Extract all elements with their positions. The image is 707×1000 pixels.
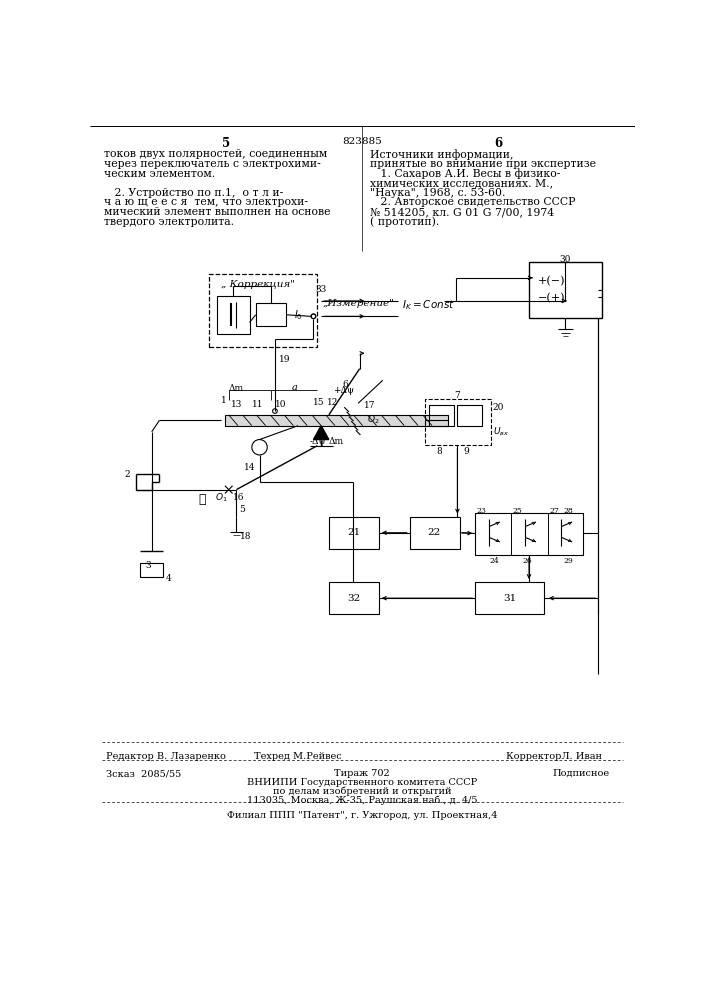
Text: 7: 7 <box>455 391 460 400</box>
Text: −(+): −(+) <box>538 293 566 304</box>
Text: 30: 30 <box>559 255 571 264</box>
Text: 27: 27 <box>549 507 559 515</box>
Text: Техред М.Рейвес: Техред М.Рейвес <box>255 752 342 761</box>
Text: 23: 23 <box>477 507 486 515</box>
Text: ч а ю щ е е с я  тем, что электрохи-: ч а ю щ е е с я тем, что электрохи- <box>104 197 308 207</box>
Text: 22: 22 <box>428 528 441 537</box>
Text: КорректорЛ. Иван: КорректорЛ. Иван <box>506 752 602 761</box>
Text: Зсказ  2085/55: Зсказ 2085/55 <box>105 769 181 778</box>
Text: Тираж 702: Тираж 702 <box>334 769 390 778</box>
Text: 21: 21 <box>347 528 360 537</box>
Text: „ Коррекция": „ Коррекция" <box>221 280 295 289</box>
Text: 10: 10 <box>275 400 286 409</box>
Bar <box>209 274 317 347</box>
Text: „Измерение": „Измерение" <box>322 299 395 308</box>
Text: 29: 29 <box>563 557 573 565</box>
Text: ( прототип).: ( прототип). <box>370 217 439 227</box>
Text: 5: 5 <box>239 505 245 514</box>
Bar <box>425 399 491 445</box>
Text: Редактор В. Лазаренко: Редактор В. Лазаренко <box>105 752 226 761</box>
Text: 28: 28 <box>563 507 573 515</box>
Text: 24: 24 <box>489 557 498 565</box>
Text: по делам изобретений и открытий: по делам изобретений и открытий <box>273 787 451 796</box>
Polygon shape <box>313 426 329 440</box>
Text: 31: 31 <box>503 594 516 603</box>
Text: мический элемент выполнен на основе: мический элемент выполнен на основе <box>104 207 330 217</box>
Text: через переключатель с электрохими-: через переключатель с электрохими- <box>104 159 321 169</box>
Text: Δm: Δm <box>329 437 344 446</box>
Text: ВНИИПИ Государственного комитета СССР: ВНИИПИ Государственного комитета СССР <box>247 778 477 787</box>
Text: 20: 20 <box>493 403 504 412</box>
Text: 3: 3 <box>146 561 151 570</box>
Text: $O_1$: $O_1$ <box>215 492 228 504</box>
Text: 6: 6 <box>343 380 349 389</box>
Text: № 514205, кл. G 01 G 7/00, 1974: № 514205, кл. G 01 G 7/00, 1974 <box>370 207 554 217</box>
Text: химических исследованиях. М.,: химических исследованиях. М., <box>370 178 553 188</box>
Text: 1. Сахаров А.И. Весы в физико-: 1. Сахаров А.И. Весы в физико- <box>370 169 560 179</box>
Text: токов двух полярностей, соединенным: токов двух полярностей, соединенным <box>104 149 327 159</box>
Text: +(−): +(−) <box>538 276 566 287</box>
Bar <box>225 415 448 426</box>
Text: 32: 32 <box>347 594 360 603</box>
Text: 16: 16 <box>233 493 244 502</box>
Text: 33: 33 <box>316 285 327 294</box>
Text: "Наука", 1968, с. 53-60.: "Наука", 1968, с. 53-60. <box>370 188 505 198</box>
Text: 9: 9 <box>464 447 469 456</box>
Text: 6: 6 <box>494 137 502 150</box>
Text: 1: 1 <box>221 396 227 405</box>
Text: 18: 18 <box>240 532 252 541</box>
Text: 2. Авторское свидетельство СССР: 2. Авторское свидетельство СССР <box>370 197 575 207</box>
Text: 4: 4 <box>165 574 171 583</box>
Text: 19: 19 <box>279 355 291 364</box>
Text: 17: 17 <box>363 401 375 410</box>
Text: 14: 14 <box>244 463 256 472</box>
Bar <box>409 517 460 549</box>
Text: $U_{вх}$: $U_{вх}$ <box>493 426 509 438</box>
Text: Филиал ППП "Патент", г. Ужгород, ул. Проектная,4: Филиал ППП "Патент", г. Ужгород, ул. Про… <box>227 811 497 820</box>
Bar <box>529 262 602 318</box>
Bar <box>475 513 583 555</box>
Bar <box>457 405 482 426</box>
Text: 11: 11 <box>252 400 263 409</box>
Text: -Δψ: -Δψ <box>310 437 326 446</box>
Text: ℓ: ℓ <box>198 493 206 506</box>
Text: 25: 25 <box>513 507 522 515</box>
Text: 26: 26 <box>523 557 532 565</box>
Text: 823885: 823885 <box>342 137 382 146</box>
Text: +Δψ: +Δψ <box>333 386 354 395</box>
Bar <box>475 582 544 614</box>
Bar <box>429 405 454 426</box>
Text: $I_0$: $I_0$ <box>294 309 303 322</box>
Bar <box>140 563 163 577</box>
Text: a: a <box>291 383 297 392</box>
Text: $I_K = Const$: $I_K = Const$ <box>402 299 455 312</box>
Bar <box>256 303 286 326</box>
Text: 2. Устройство по п.1,  о т л и-: 2. Устройство по п.1, о т л и- <box>104 188 284 198</box>
Text: 15: 15 <box>313 398 325 407</box>
Text: Δm: Δm <box>229 384 244 393</box>
Text: 12: 12 <box>327 398 339 407</box>
Bar <box>329 517 379 549</box>
Bar <box>217 296 250 334</box>
Text: 8: 8 <box>437 447 443 456</box>
Text: 2: 2 <box>125 470 130 479</box>
Text: твердого электролита.: твердого электролита. <box>104 217 234 227</box>
Text: ческим элементом.: ческим элементом. <box>104 169 215 179</box>
Text: 5: 5 <box>223 137 230 150</box>
Text: 13: 13 <box>231 400 243 409</box>
Text: принятые во внимание при экспертизе: принятые во внимание при экспертизе <box>370 159 596 169</box>
Text: Подписное: Подписное <box>552 769 609 778</box>
Text: $O_2$: $O_2$ <box>368 413 380 426</box>
Text: Источники информации,: Источники информации, <box>370 149 513 160</box>
Text: 113035, Москва, Ж-35, Раушская наб., д. 4/5: 113035, Москва, Ж-35, Раушская наб., д. … <box>247 795 477 805</box>
Bar <box>329 582 379 614</box>
